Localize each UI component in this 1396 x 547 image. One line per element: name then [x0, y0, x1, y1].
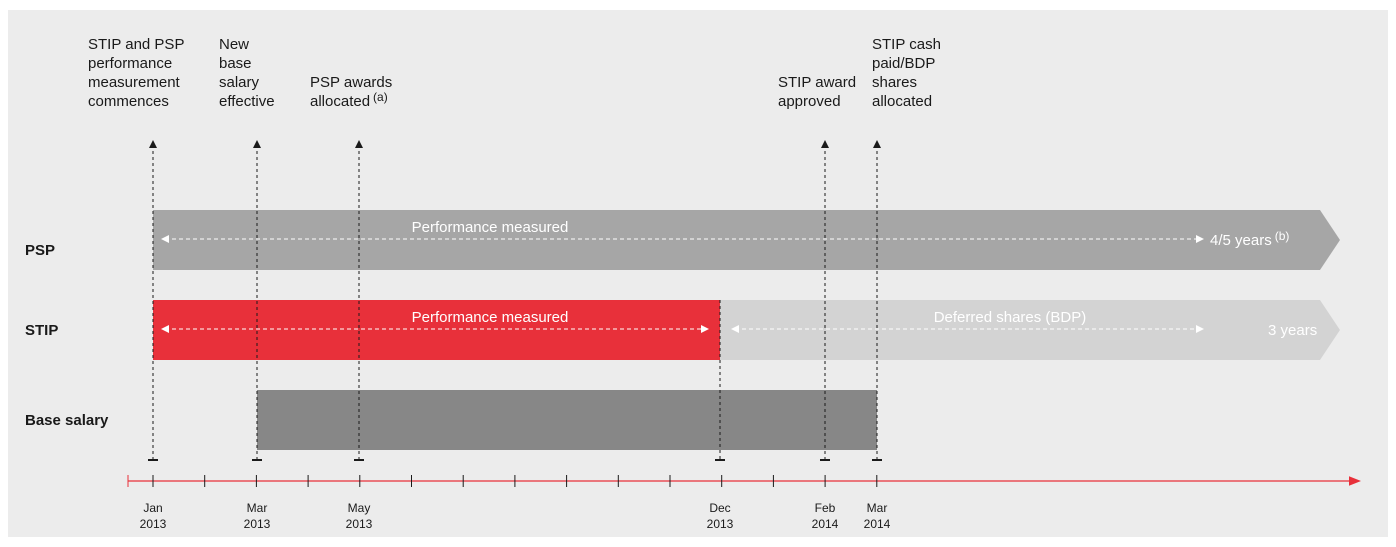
timeline-year: 2013: [707, 517, 734, 531]
milestone-line: paid/BDP: [872, 55, 935, 72]
milestone-label: base: [219, 55, 252, 72]
timeline-year: 2014: [864, 517, 891, 531]
timeline-month: Dec: [709, 501, 730, 515]
stip-duration: 3 years: [1268, 322, 1317, 339]
timeline-year: 2013: [244, 517, 271, 531]
background: [8, 10, 1388, 537]
milestone-label: STIP cash: [872, 36, 941, 53]
milestone-label: PSP awards: [310, 74, 392, 91]
base-band: [257, 390, 877, 450]
milestone-label: effective: [219, 93, 275, 110]
milestone-line: STIP and PSP: [88, 36, 184, 53]
milestone-line: allocated: [872, 93, 932, 110]
milestone-label: performance: [88, 55, 172, 72]
psp-note: (b): [1275, 229, 1290, 243]
milestone-label: measurement: [88, 74, 181, 91]
milestone-line: base: [219, 55, 252, 72]
timeline-month: Jan: [143, 501, 162, 515]
milestone-label: STIP and PSP: [88, 36, 184, 53]
milestone-line: effective: [219, 93, 275, 110]
milestone-line: approved: [778, 93, 841, 110]
stip-deferred: Deferred shares (BDP): [934, 309, 1087, 326]
milestone-line: measurement: [88, 74, 181, 91]
row-label: Base salary: [25, 412, 109, 429]
milestone-line: salary: [219, 74, 260, 91]
milestone-label: paid/BDP: [872, 55, 935, 72]
milestone-line: performance: [88, 55, 172, 72]
milestone-label: allocated (a): [310, 90, 388, 110]
timeline-month: Mar: [247, 501, 268, 515]
row-label: PSP: [25, 242, 55, 259]
psp-duration: 4/5 years (b): [1210, 229, 1289, 249]
timeline-month: Feb: [815, 501, 836, 515]
milestone-line: commences: [88, 93, 169, 110]
milestone-label: approved: [778, 93, 841, 110]
milestone-note: (a): [373, 90, 388, 104]
timeline-month: Mar: [867, 501, 888, 515]
timeline-year: 2013: [140, 517, 167, 531]
milestone-label: commences: [88, 93, 169, 110]
milestone-label: salary: [219, 74, 260, 91]
psp-measured: Performance measured: [412, 219, 569, 236]
timeline-year: 2013: [346, 517, 373, 531]
milestone-label: allocated: [872, 93, 932, 110]
milestone-label: shares: [872, 74, 917, 91]
milestone-line: PSP awards: [310, 74, 392, 91]
milestone-line: STIP award: [778, 74, 856, 91]
timeline-year: 2014: [812, 517, 839, 531]
stip-measured: Performance measured: [412, 309, 569, 326]
psp-duration-text: 4/5 years: [1210, 232, 1272, 249]
milestone-label: STIP award: [778, 74, 856, 91]
milestone-line: shares: [872, 74, 917, 91]
milestone-label: New: [219, 36, 249, 53]
psp-band: [153, 210, 1340, 270]
row-label: STIP: [25, 322, 58, 339]
timeline-month: May: [348, 501, 371, 515]
milestone-line: allocated: [310, 93, 370, 110]
milestone-line: STIP cash: [872, 36, 941, 53]
milestone-line: New: [219, 36, 249, 53]
